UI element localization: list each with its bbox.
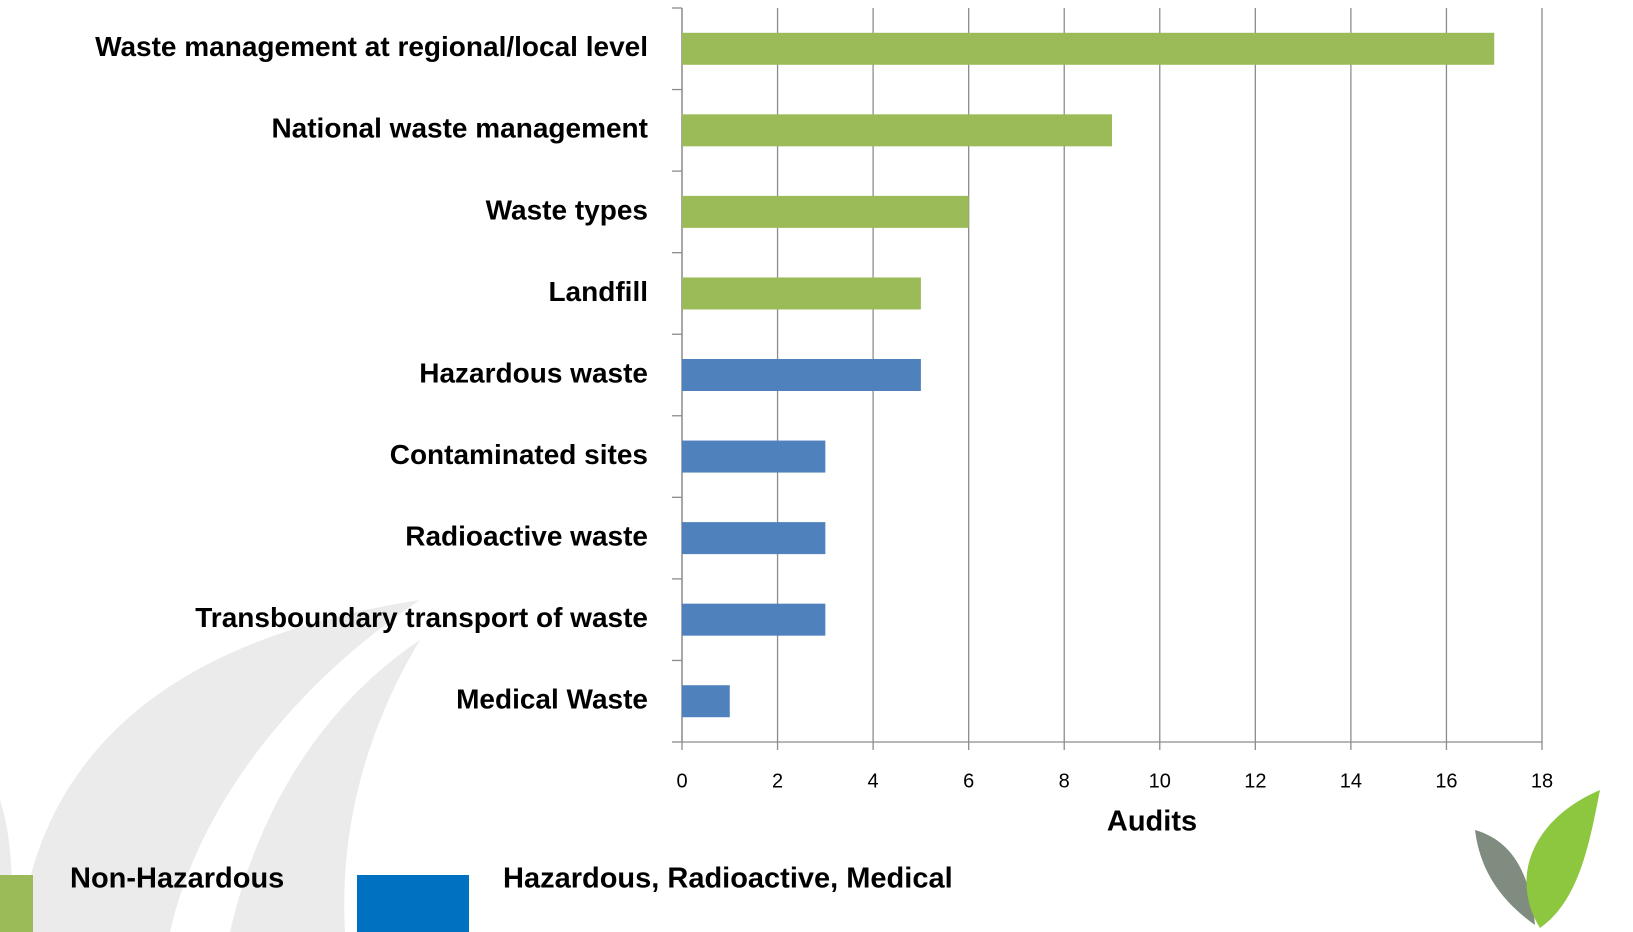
legend-swatch (0, 875, 33, 932)
legend-label: Non-Hazardous (70, 863, 284, 895)
bar (682, 685, 730, 717)
x-tick-label: 0 (676, 770, 687, 792)
bar (682, 277, 921, 309)
bar (682, 522, 825, 554)
y-tick-label: National waste management (271, 113, 648, 144)
bar (682, 196, 969, 228)
x-tick-label: 14 (1340, 770, 1362, 792)
x-tick-label: 8 (1059, 770, 1070, 792)
bar (682, 33, 1494, 65)
x-tick-label: 2 (772, 770, 783, 792)
y-tick-label: Transboundary transport of waste (195, 602, 648, 633)
y-tick-label: Waste types (486, 194, 648, 225)
bar (682, 441, 825, 473)
x-tick-label: 4 (868, 770, 879, 792)
x-tick-label: 6 (963, 770, 974, 792)
y-tick-label: Landfill (548, 276, 648, 307)
x-tick-label: 12 (1244, 770, 1266, 792)
bar (682, 359, 921, 391)
logo (1475, 790, 1600, 928)
chart: 0 2 4 6 8 10 12 14 16 18 Waste management at regio… (0, 0, 1633, 932)
y-tick-label: Waste management at regional/local level (95, 31, 648, 62)
legend-label: Hazardous, Radioactive, Medical (503, 863, 953, 895)
x-tick-label: 10 (1149, 770, 1171, 792)
y-tick-label: Contaminated sites (390, 439, 648, 470)
bar (682, 604, 825, 636)
y-tick-label: Medical Waste (456, 684, 648, 715)
x-tick-label: 18 (1531, 770, 1553, 792)
bar (682, 114, 1112, 146)
y-tick-label: Radioactive waste (405, 521, 648, 552)
x-axis-label: Audits (1107, 806, 1197, 838)
x-tick-label: 16 (1435, 770, 1457, 792)
y-tick-label: Hazardous waste (419, 357, 648, 388)
legend-swatch (357, 875, 469, 932)
